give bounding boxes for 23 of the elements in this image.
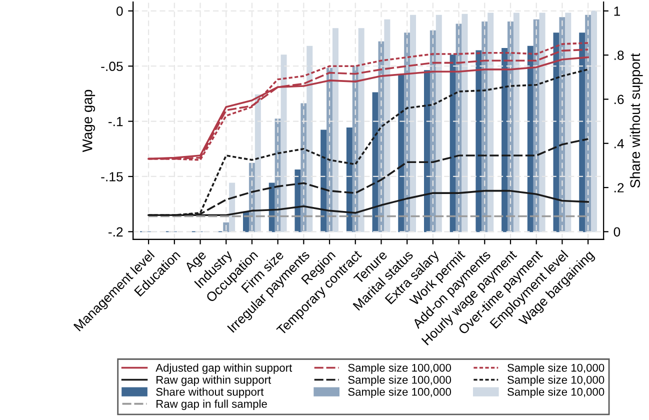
y-tick-label: -.15 bbox=[101, 172, 123, 182]
legend-label: Adjusted gap within support bbox=[156, 364, 292, 374]
legend-label: Sample size 100,000 bbox=[348, 388, 452, 398]
y2-tick-label: .8 bbox=[614, 50, 624, 60]
y-tick-label: 0 bbox=[116, 6, 123, 16]
legend-label: Sample size 10,000 bbox=[508, 388, 604, 398]
legend-label: Sample size 10,000 bbox=[508, 376, 604, 386]
y2-tick-label: 1 bbox=[614, 6, 620, 16]
y2-tick-label: 0 bbox=[614, 227, 620, 237]
legend-label: Raw gap within support bbox=[156, 376, 272, 386]
legend-label: Sample size 100,000 bbox=[348, 364, 452, 374]
y2-axis-title: Share without support bbox=[630, 53, 643, 188]
y2-tick-label: .2 bbox=[614, 183, 624, 192]
legend-label: Raw gap in full sample bbox=[156, 400, 267, 410]
y2-tick-label: .6 bbox=[614, 94, 624, 104]
y-tick-label: -.2 bbox=[108, 227, 123, 236]
legend-label: Share without support bbox=[156, 388, 264, 398]
legend-label: Sample size 10,000 bbox=[508, 364, 604, 374]
legend-label: Sample size 100,000 bbox=[348, 376, 452, 386]
y2-tick-label: .4 bbox=[614, 139, 624, 148]
y-axis-title: Wage gap bbox=[82, 90, 96, 152]
y-tick-label: -.1 bbox=[108, 117, 123, 126]
y-tick-label: -.05 bbox=[101, 62, 123, 72]
